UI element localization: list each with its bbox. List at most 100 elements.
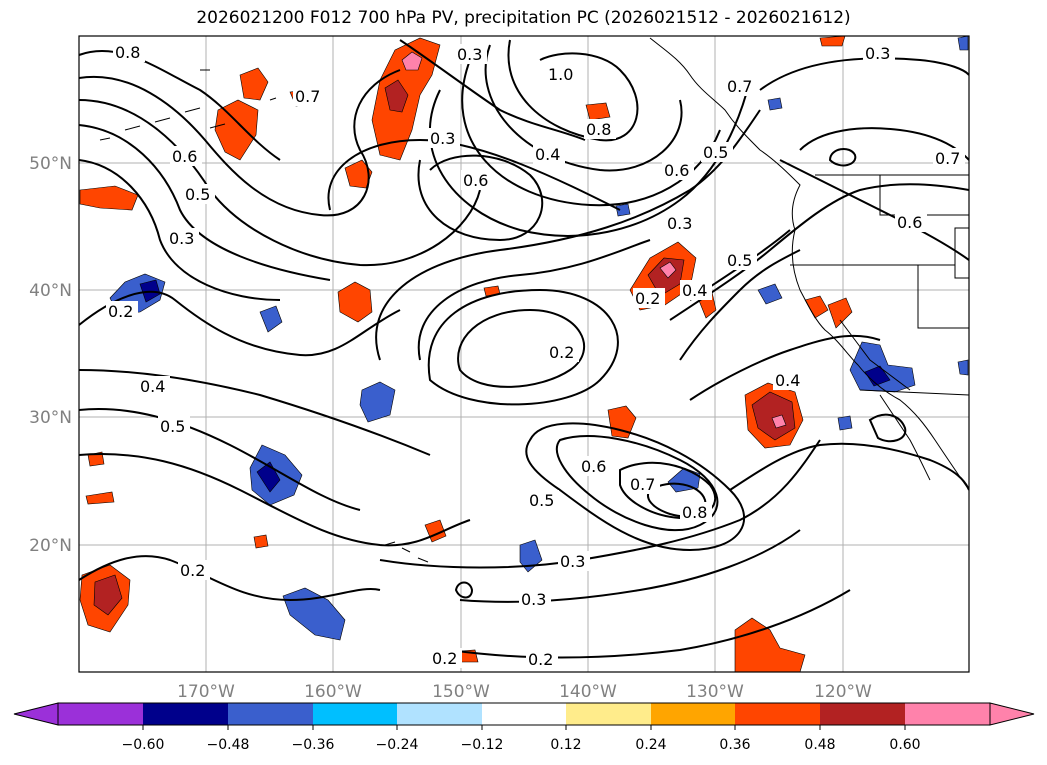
- lon-label-150w: 150°W: [432, 682, 490, 702]
- pv-contour-06-nw: [79, 99, 481, 267]
- pv-contour-05-west: [79, 124, 331, 281]
- neg-precip-blob-south: [282, 587, 346, 641]
- longitude-labels: 170°W 160°W 150°W 140°W 130°W 120°W: [177, 682, 872, 702]
- pv-contour-05-south: [79, 453, 471, 547]
- contour-label: 0.3: [667, 214, 692, 233]
- pv-contour-05-subtrop-east: [525, 422, 746, 552]
- precip-core-southwest: [93, 574, 123, 616]
- precip-blob-coast-2: [827, 297, 853, 329]
- pv-contour-04-west: [79, 159, 281, 301]
- precip-blob-aleutian: [214, 99, 259, 161]
- pv-contour-02-west: [79, 290, 401, 357]
- colorbar-tick-label: 0.24: [635, 737, 666, 753]
- precip-blob-subtropical: [607, 405, 637, 439]
- map-frame: [78, 35, 970, 673]
- contour-label: 0.7: [295, 87, 320, 106]
- colorbar-tick-label: −0.12: [461, 737, 504, 753]
- latitude-labels: 50°N 40°N 30°N 20°N: [29, 154, 72, 556]
- contour-label: 0.5: [160, 417, 185, 436]
- contour-label: 0.6: [897, 213, 922, 232]
- contour-label: 0.2: [432, 649, 457, 668]
- pv-contour-025-center: [427, 288, 619, 406]
- pv-contour-10-north: [507, 39, 639, 142]
- contour-label: 0.4: [682, 281, 707, 300]
- pv-contour-08-east: [828, 148, 857, 167]
- contour-label: 0.3: [560, 552, 585, 571]
- pv-contour-02-south-east: [449, 589, 851, 659]
- pv-contour-02-south: [79, 555, 381, 602]
- precip-blob-south-east: [734, 617, 806, 672]
- lon-label-130w: 130°W: [686, 682, 744, 702]
- colorbar-segment: [735, 703, 820, 725]
- neg-precip-blob-central: [359, 381, 396, 423]
- precip-blob-west-28n: [87, 451, 105, 467]
- colorbar-tick-label: −0.48: [207, 737, 250, 753]
- state-border-1: [879, 175, 969, 216]
- precip-blob-north-mid: [585, 102, 611, 121]
- contour-label: 0.5: [529, 491, 554, 510]
- lat-label-20n: 20°N: [29, 536, 72, 556]
- contour-label: 0.7: [935, 149, 960, 168]
- precip-peak-gulf-alaska: [401, 51, 423, 71]
- pv-contour-05-center: [327, 138, 621, 211]
- pv-contour-03-center: [417, 239, 651, 361]
- pv-contour-03-south-east: [379, 439, 821, 569]
- lon-label-160w: 160°W: [304, 682, 362, 702]
- precip-peak-eastern-pacific: [659, 261, 677, 279]
- contour-label: 0.4: [535, 145, 560, 164]
- pv-contour-04-southeast: [729, 442, 969, 491]
- colorbar-tick-label: −0.36: [292, 737, 335, 753]
- neg-precip-blob-coast: [757, 283, 783, 305]
- colorbar-segment: [651, 703, 735, 725]
- contour-label: 0.5: [185, 185, 210, 204]
- colorbar-extend-high: [989, 702, 1035, 726]
- contour-label: 1.0: [548, 65, 573, 84]
- lat-label-30n: 30°N: [29, 408, 72, 428]
- pv-contour-05-subtrop: [79, 408, 361, 511]
- us-mexico-border: [859, 389, 969, 396]
- contour-label: 0.6: [664, 161, 689, 180]
- precip-blob-west-50n: [79, 185, 139, 211]
- colorbar-extend-low: [13, 702, 59, 726]
- lon-label-170w: 170°W: [177, 682, 235, 702]
- precip-blob-central: [337, 281, 373, 323]
- contour-label: 0.6: [581, 457, 606, 476]
- pv-contour-ring-se: [868, 413, 907, 443]
- contour-label: 0.7: [630, 475, 655, 494]
- contour-label: 0.8: [115, 43, 140, 62]
- contour-label: 0.2: [528, 650, 553, 669]
- pv-contour-03-south: [459, 529, 801, 603]
- colorbar-segment: [228, 703, 313, 725]
- colorbar-tick-label: 0.36: [719, 737, 750, 753]
- pv-contour-04-subtrop: [79, 369, 431, 456]
- contour-label: 0.2: [180, 561, 205, 580]
- pv-contour-05-east: [669, 183, 969, 321]
- neg-precip-blob-small: [615, 203, 631, 217]
- colorbar-segment: [397, 703, 482, 725]
- colorbar-segment: [313, 703, 397, 725]
- colorbar: −0.60 −0.48 −0.36 −0.24 −0.12 0.12 0.24 …: [13, 702, 1035, 753]
- contour-label: 0.2: [108, 302, 133, 321]
- contour-label: 0.3: [430, 129, 455, 148]
- contour-label: 0.4: [140, 377, 165, 396]
- precip-blob-north-east: [819, 36, 846, 47]
- colorbar-segment: [143, 703, 228, 725]
- baja-coast: [879, 394, 931, 481]
- pv-contour-09-north: [484, 44, 683, 172]
- pv-contour-02-center: [457, 308, 586, 388]
- pv-contour-06-east: [779, 159, 969, 261]
- aleutian-islands: [99, 107, 226, 141]
- pv-contours: [79, 39, 969, 659]
- neg-precip-blob-corner: [957, 36, 969, 51]
- colorbar-segment: [566, 703, 651, 725]
- hawaii-islands: [384, 541, 429, 563]
- contour-label: 0.2: [549, 343, 574, 362]
- contour-label: 0.3: [169, 229, 194, 248]
- contour-label: 0.7: [727, 77, 752, 96]
- colorbar-segment: [58, 703, 143, 725]
- contour-label: 0.2: [635, 289, 660, 308]
- pv-contour-06-center: [417, 154, 544, 242]
- contour-label: 0.3: [521, 590, 546, 609]
- precip-core-baja-offshore: [751, 391, 796, 441]
